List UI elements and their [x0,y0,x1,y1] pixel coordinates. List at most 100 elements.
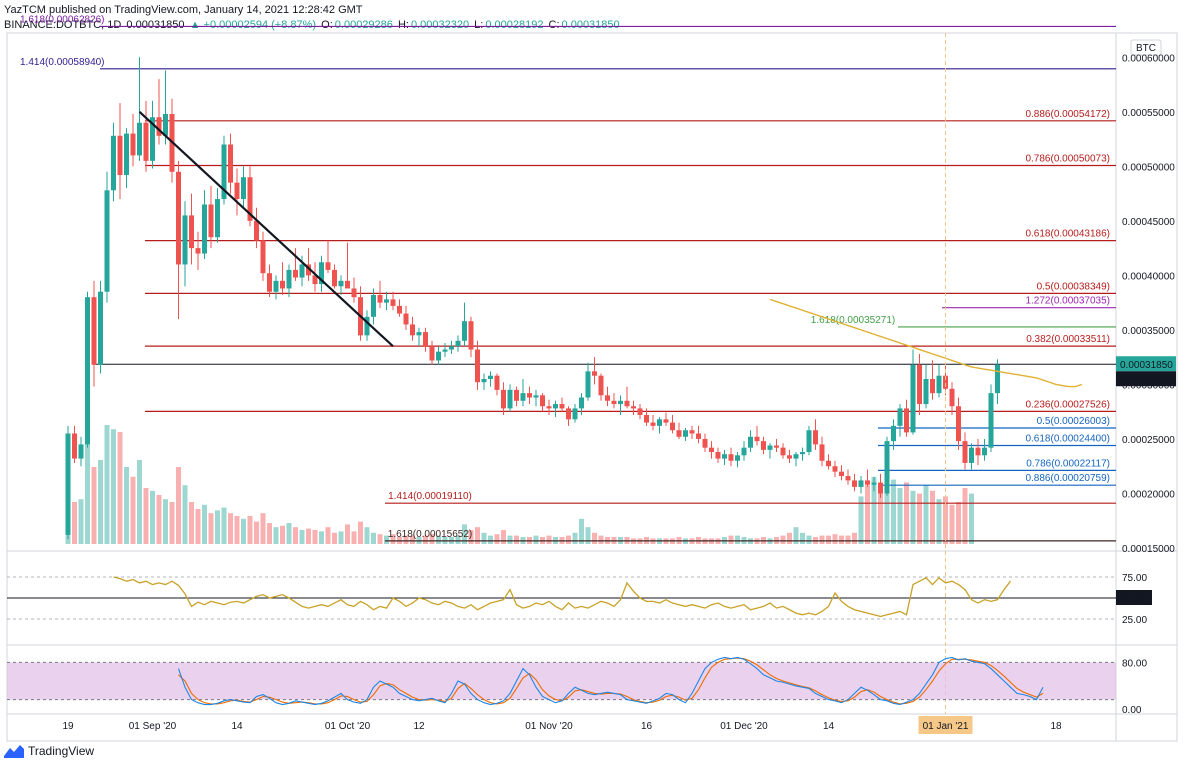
candle [878,473,883,498]
candle [156,79,162,145]
candle-body [377,294,383,303]
candle-body [553,404,558,409]
fib-level-label: 1.414(0.00019110) [388,491,472,502]
candle-body [579,397,584,409]
candle [228,133,233,194]
volume-bar [910,490,916,544]
volume-bar [949,504,955,544]
volume-bar [819,535,825,544]
candle-body [611,400,617,405]
volume-bar [436,535,441,544]
candle-body [85,297,90,445]
candle-body [689,430,695,434]
volume-bar [189,502,194,544]
candle-body [540,395,545,407]
candle [455,335,461,352]
time-tick-label: 18 [1050,721,1062,732]
candle-body [800,452,805,455]
candle-body [735,455,740,461]
volume-bar [429,534,435,544]
volume-bar [787,532,792,544]
fib-level-label: 1.414(0.00058940) [20,57,105,68]
volume-bar [390,534,396,544]
candle [234,168,240,216]
candle [501,382,506,415]
candle-body [527,393,532,398]
candle [787,449,792,463]
candle [553,400,558,418]
volume-bar [494,534,500,544]
candle-body [215,199,220,238]
candle [852,473,857,492]
volume-bar [111,429,116,544]
fib-level-label: 0.618(0.00024400) [1025,433,1110,444]
candle [592,357,597,385]
ohlc-line: BINANCE:DOTBTC, 1D 0.00031850 ▲ +0.00002… [4,18,622,33]
candle-body [260,240,266,274]
candle [514,386,519,407]
volume-bar [930,490,935,544]
volume-bar [735,535,740,544]
candle-body [345,280,350,289]
candle-body [884,441,890,494]
candle [267,264,272,298]
candle [696,425,701,444]
candle [494,373,500,396]
candle-body [488,375,493,379]
candle [384,291,389,311]
candle-body [124,133,129,176]
candle-body [546,406,552,409]
candle-body [403,313,409,325]
open-value: 0.00029286 [334,19,393,31]
candle-body [312,275,318,285]
candle [163,70,168,145]
volume-bar [423,535,428,544]
volume-bar [325,527,331,544]
high-label: H: [397,19,409,31]
candle-body [397,305,402,314]
candle [904,399,909,437]
fib-level-label: 0.236(0.00027526) [1025,399,1110,410]
candle [767,443,773,459]
candle [150,100,155,169]
volume-bar [254,521,259,544]
candle [891,419,896,450]
candle [689,425,695,439]
fib-level-label: 0.382(0.00033511) [1026,334,1110,345]
candle-body [228,144,233,183]
candle [754,425,760,446]
candle-body [117,135,123,176]
candle-body [754,436,760,442]
candle-body [494,375,500,390]
candle [858,476,864,494]
candle-body [221,144,227,200]
candle-body [143,122,149,161]
rsi-mid-badge-box [1116,590,1152,605]
candle [663,412,669,426]
candle-body [234,182,240,200]
volume-bar [572,532,578,544]
fib-level-label: 0.618(0.00043186) [1025,229,1110,240]
price-tick-label: 0.00060000 [1122,53,1175,64]
candle [806,425,812,456]
candle-body [858,480,864,487]
price-tick-label: 0.00040000 [1122,271,1175,282]
candle-body [748,436,753,448]
candle-body [696,433,701,439]
candle-body [468,321,474,350]
candle-body [475,349,480,383]
volume-bar [117,432,123,544]
candle-body [247,177,253,221]
candle [624,386,630,409]
rsi-line [113,576,1012,618]
candle-body [202,204,207,254]
candle-body [189,215,194,249]
volume-bar [800,532,805,544]
candle-body [78,444,84,459]
time-tick-label: 01 Jan '21 [923,721,969,732]
chart-header: YazTCM published on TradingView.com, Jan… [4,3,622,33]
volume-bar [956,502,961,544]
low-value: 0.00028192 [485,19,544,31]
time-tick-label: 01 Sep '20 [129,721,177,732]
